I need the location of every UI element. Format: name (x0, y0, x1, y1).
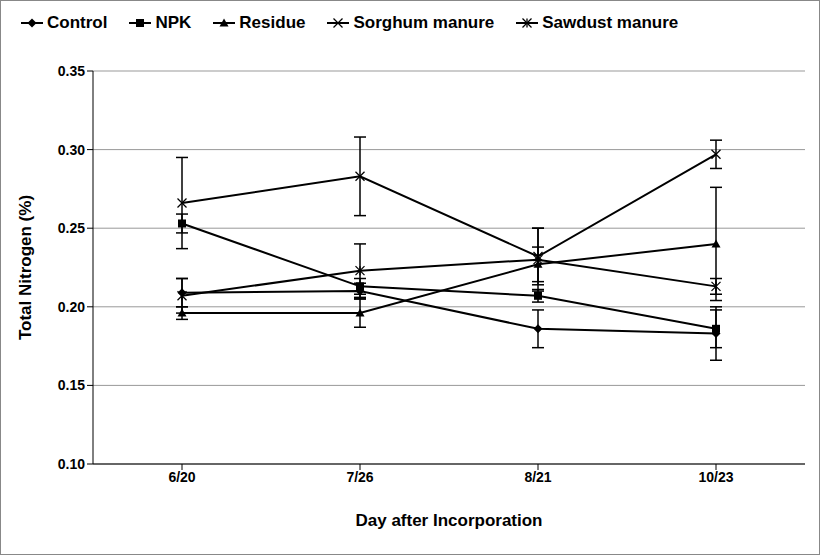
svg-text:10/23: 10/23 (698, 469, 733, 485)
svg-text:0.25: 0.25 (58, 220, 85, 236)
html-text:Sawdust manure: Sawdust manure (542, 13, 679, 32)
svg-text:Total Nitrogen (%): Total Nitrogen (%) (16, 195, 35, 340)
svg-text:0.20: 0.20 (58, 299, 85, 315)
svg-text:6/20: 6/20 (168, 469, 195, 485)
svg-text:0.30: 0.30 (58, 142, 85, 158)
html-text:NPK: NPK (155, 13, 192, 32)
html-text:Control: Control (47, 13, 108, 32)
svg-text:0.15: 0.15 (58, 377, 85, 393)
html-text:Residue: Residue (239, 13, 306, 32)
svg-text:7/26: 7/26 (346, 469, 373, 485)
svg-text:8/21: 8/21 (524, 469, 551, 485)
svg-text:0.10: 0.10 (58, 456, 85, 472)
svg-text:Day after Incorporation: Day after Incorporation (355, 511, 542, 530)
svg-text:0.35: 0.35 (58, 63, 85, 79)
html-text:Sorghum manure: Sorghum manure (353, 13, 495, 32)
